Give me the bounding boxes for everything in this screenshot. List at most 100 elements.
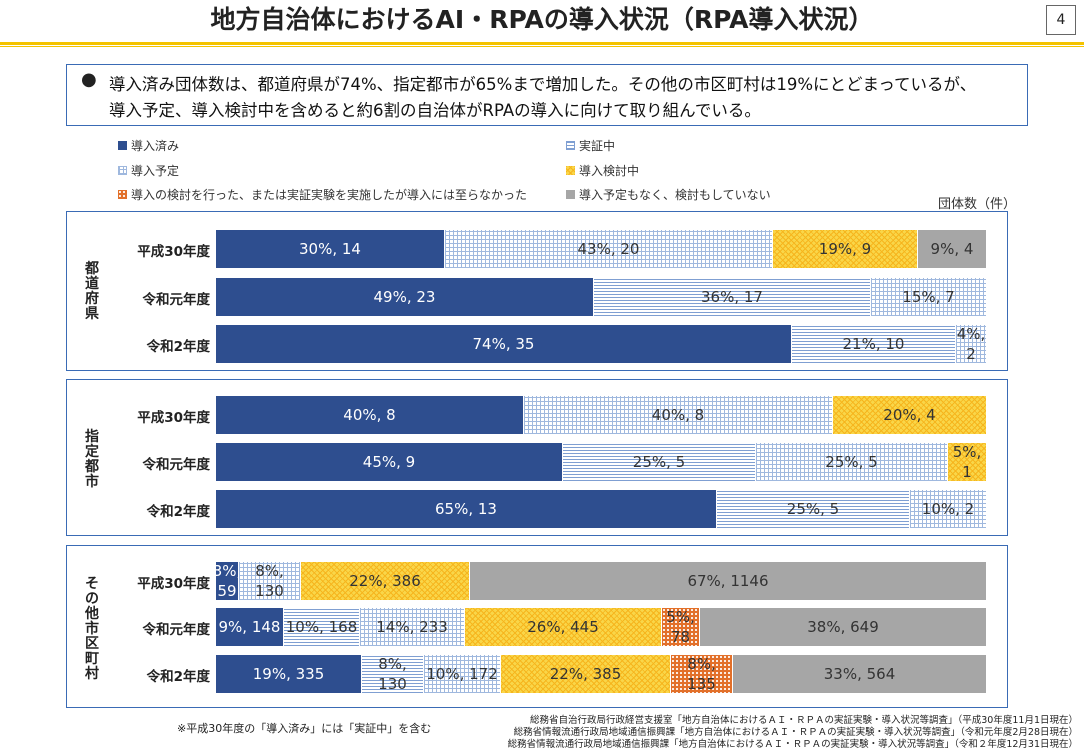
bar-segment-done: 74%, 35 <box>216 325 792 363</box>
unit-label: 団体数（件） <box>938 197 1017 212</box>
legend-item-none: 導入予定もなく、検討もしていない <box>566 186 771 203</box>
source-line-3: 総務省情報流通行政局地域通信振興課「地方自治体におけるＡＩ・ＲＰＡの実証実験・導… <box>507 739 1078 750</box>
data-label: 38%, 649 <box>807 618 879 636</box>
data-label: 45%, 9 <box>362 453 416 471</box>
legend-swatch-verify <box>566 141 575 150</box>
data-label: 43%, 20 <box>577 240 640 258</box>
page-title: 地方自治体におけるAI・RPAの導入状況（RPA導入状況） <box>210 5 874 34</box>
data-label: 10%, 2 <box>921 500 975 518</box>
header-rule-thin <box>0 46 1084 47</box>
category-label: 令和元年度 <box>142 457 211 473</box>
data-label: 9%, 148 <box>218 618 281 636</box>
data-label: 8%, 130 <box>378 655 407 693</box>
bar-segment-done: 45%, 9 <box>216 443 563 481</box>
bar-segment-done: 3%, 59 <box>216 562 239 600</box>
data-label: 40%, 8 <box>651 406 705 424</box>
group-label-designated-cities: 指定都市 <box>85 429 99 490</box>
group-label-prefectures: 都道府県 <box>85 261 99 322</box>
data-label: 67%, 1146 <box>687 572 769 590</box>
bar-segment-verify: 21%, 10 <box>792 325 956 363</box>
bar-segment-done: 9%, 148 <box>216 608 284 646</box>
category-label: 令和元年度 <box>142 292 211 308</box>
bar-segment-plan: 43%, 20 <box>445 230 773 268</box>
bar-segment-none: 38%, 649 <box>700 608 987 646</box>
category-label: 平成30年度 <box>137 576 210 592</box>
page-number: 4 <box>1046 5 1076 35</box>
legend-item-done: 導入済み <box>118 137 179 154</box>
data-label: 19%, 9 <box>818 240 872 258</box>
bullet-icon: ● <box>81 69 97 90</box>
data-label: 9%, 4 <box>930 240 974 258</box>
data-label: 33%, 564 <box>823 665 896 683</box>
bar-segment-consider: 19%, 9 <box>773 230 918 268</box>
data-label: 5%, 78 <box>666 608 695 646</box>
data-label: 36%, 17 <box>701 288 763 306</box>
legend-label-stop: 導入の検討を行った、または実証実験を実施したが導入には至らなかった <box>131 188 528 202</box>
bar-segment-plan: 10%, 2 <box>910 490 987 528</box>
legend-label-consider: 導入検討中 <box>579 164 640 178</box>
category-label: 令和2年度 <box>146 669 210 685</box>
data-label: 21%, 10 <box>842 335 905 353</box>
category-label: 令和2年度 <box>146 504 210 520</box>
category-label: 平成30年度 <box>137 244 210 260</box>
bar-segment-consider: 20%, 4 <box>833 396 987 434</box>
data-label: 10%, 168 <box>285 618 358 636</box>
data-label: 65%, 13 <box>435 500 497 518</box>
legend-item-plan: 導入予定 <box>118 162 179 179</box>
data-label: 3%, 59 <box>216 562 238 600</box>
bar-segment-consider: 22%, 385 <box>501 655 671 693</box>
category-label: 令和2年度 <box>146 339 210 355</box>
bar-segment-verify: 10%, 168 <box>284 608 360 646</box>
legend-item-verify: 実証中 <box>566 137 615 154</box>
legend-item-consider: 導入検討中 <box>566 162 639 179</box>
bar-segment-plan: 40%, 8 <box>524 396 833 434</box>
bar-segment-none: 9%, 4 <box>918 230 987 268</box>
bar-segment-done: 49%, 23 <box>216 278 594 316</box>
bar-segment-done: 30%, 14 <box>216 230 445 268</box>
data-label: 49%, 23 <box>373 288 436 306</box>
bar-segment-stop: 8%, 135 <box>671 655 733 693</box>
bar-segment-plan: 8%, 130 <box>239 562 301 600</box>
legend-swatch-plan <box>118 166 127 175</box>
data-label: 19%, 335 <box>252 665 325 683</box>
bar-segment-stop: 5%, 78 <box>662 608 700 646</box>
legend-label-none: 導入予定もなく、検討もしていない <box>579 188 771 202</box>
legend-swatch-stop <box>118 190 127 199</box>
bar-segment-verify: 25%, 5 <box>563 443 756 481</box>
legend-swatch-none <box>566 190 575 199</box>
bar-segment-done: 40%, 8 <box>216 396 524 434</box>
category-label: 平成30年度 <box>137 410 210 426</box>
data-label: 5%, 1 <box>952 443 982 481</box>
legend-swatch-done <box>118 141 127 150</box>
source-line-1: 総務省自治行政局行政経営支援室「地方自治体におけるＡＩ・ＲＰＡの実証実験・導入状… <box>530 715 1078 726</box>
bar-segment-none: 67%, 1146 <box>470 562 987 600</box>
bar-segment-verify: 25%, 5 <box>717 490 910 528</box>
legend-label-verify: 実証中 <box>579 139 616 153</box>
data-label: 40%, 8 <box>343 406 396 424</box>
data-label: 15%, 7 <box>902 288 955 306</box>
bar-segment-plan: 25%, 5 <box>756 443 948 481</box>
bar-segment-verify: 36%, 17 <box>594 278 871 316</box>
bar-segment-plan: 14%, 233 <box>360 608 465 646</box>
bar-segment-plan: 15%, 7 <box>871 278 987 316</box>
data-label: 22%, 386 <box>349 572 421 590</box>
bar-segment-consider: 26%, 445 <box>465 608 662 646</box>
bar-segment-consider: 5%, 1 <box>948 443 987 481</box>
data-label: 25%, 5 <box>825 453 878 471</box>
bar-segment-plan: 10%, 172 <box>424 655 501 693</box>
data-label: 25%, 5 <box>786 500 840 518</box>
summary-line-2: 導入予定、導入検討中を含めると約6割の自治体がRPAの導入に向けて取り組んでいる… <box>109 101 761 120</box>
data-label: 25%, 5 <box>632 453 686 471</box>
data-label: 10%, 172 <box>426 665 498 683</box>
bar-segment-consider: 22%, 386 <box>301 562 470 600</box>
bar-segment-none: 33%, 564 <box>733 655 987 693</box>
data-label: 8%, 135 <box>687 655 716 693</box>
group-label-municipalities: その他市区町村 <box>85 576 99 682</box>
legend-swatch-consider <box>566 166 575 175</box>
category-label: 令和元年度 <box>142 622 211 638</box>
data-label: 74%, 35 <box>472 335 535 353</box>
data-label: 8%, 130 <box>255 562 284 600</box>
legend-label-plan: 導入予定 <box>131 164 180 178</box>
data-label: 22%, 385 <box>549 665 622 683</box>
header-rule <box>0 42 1084 45</box>
